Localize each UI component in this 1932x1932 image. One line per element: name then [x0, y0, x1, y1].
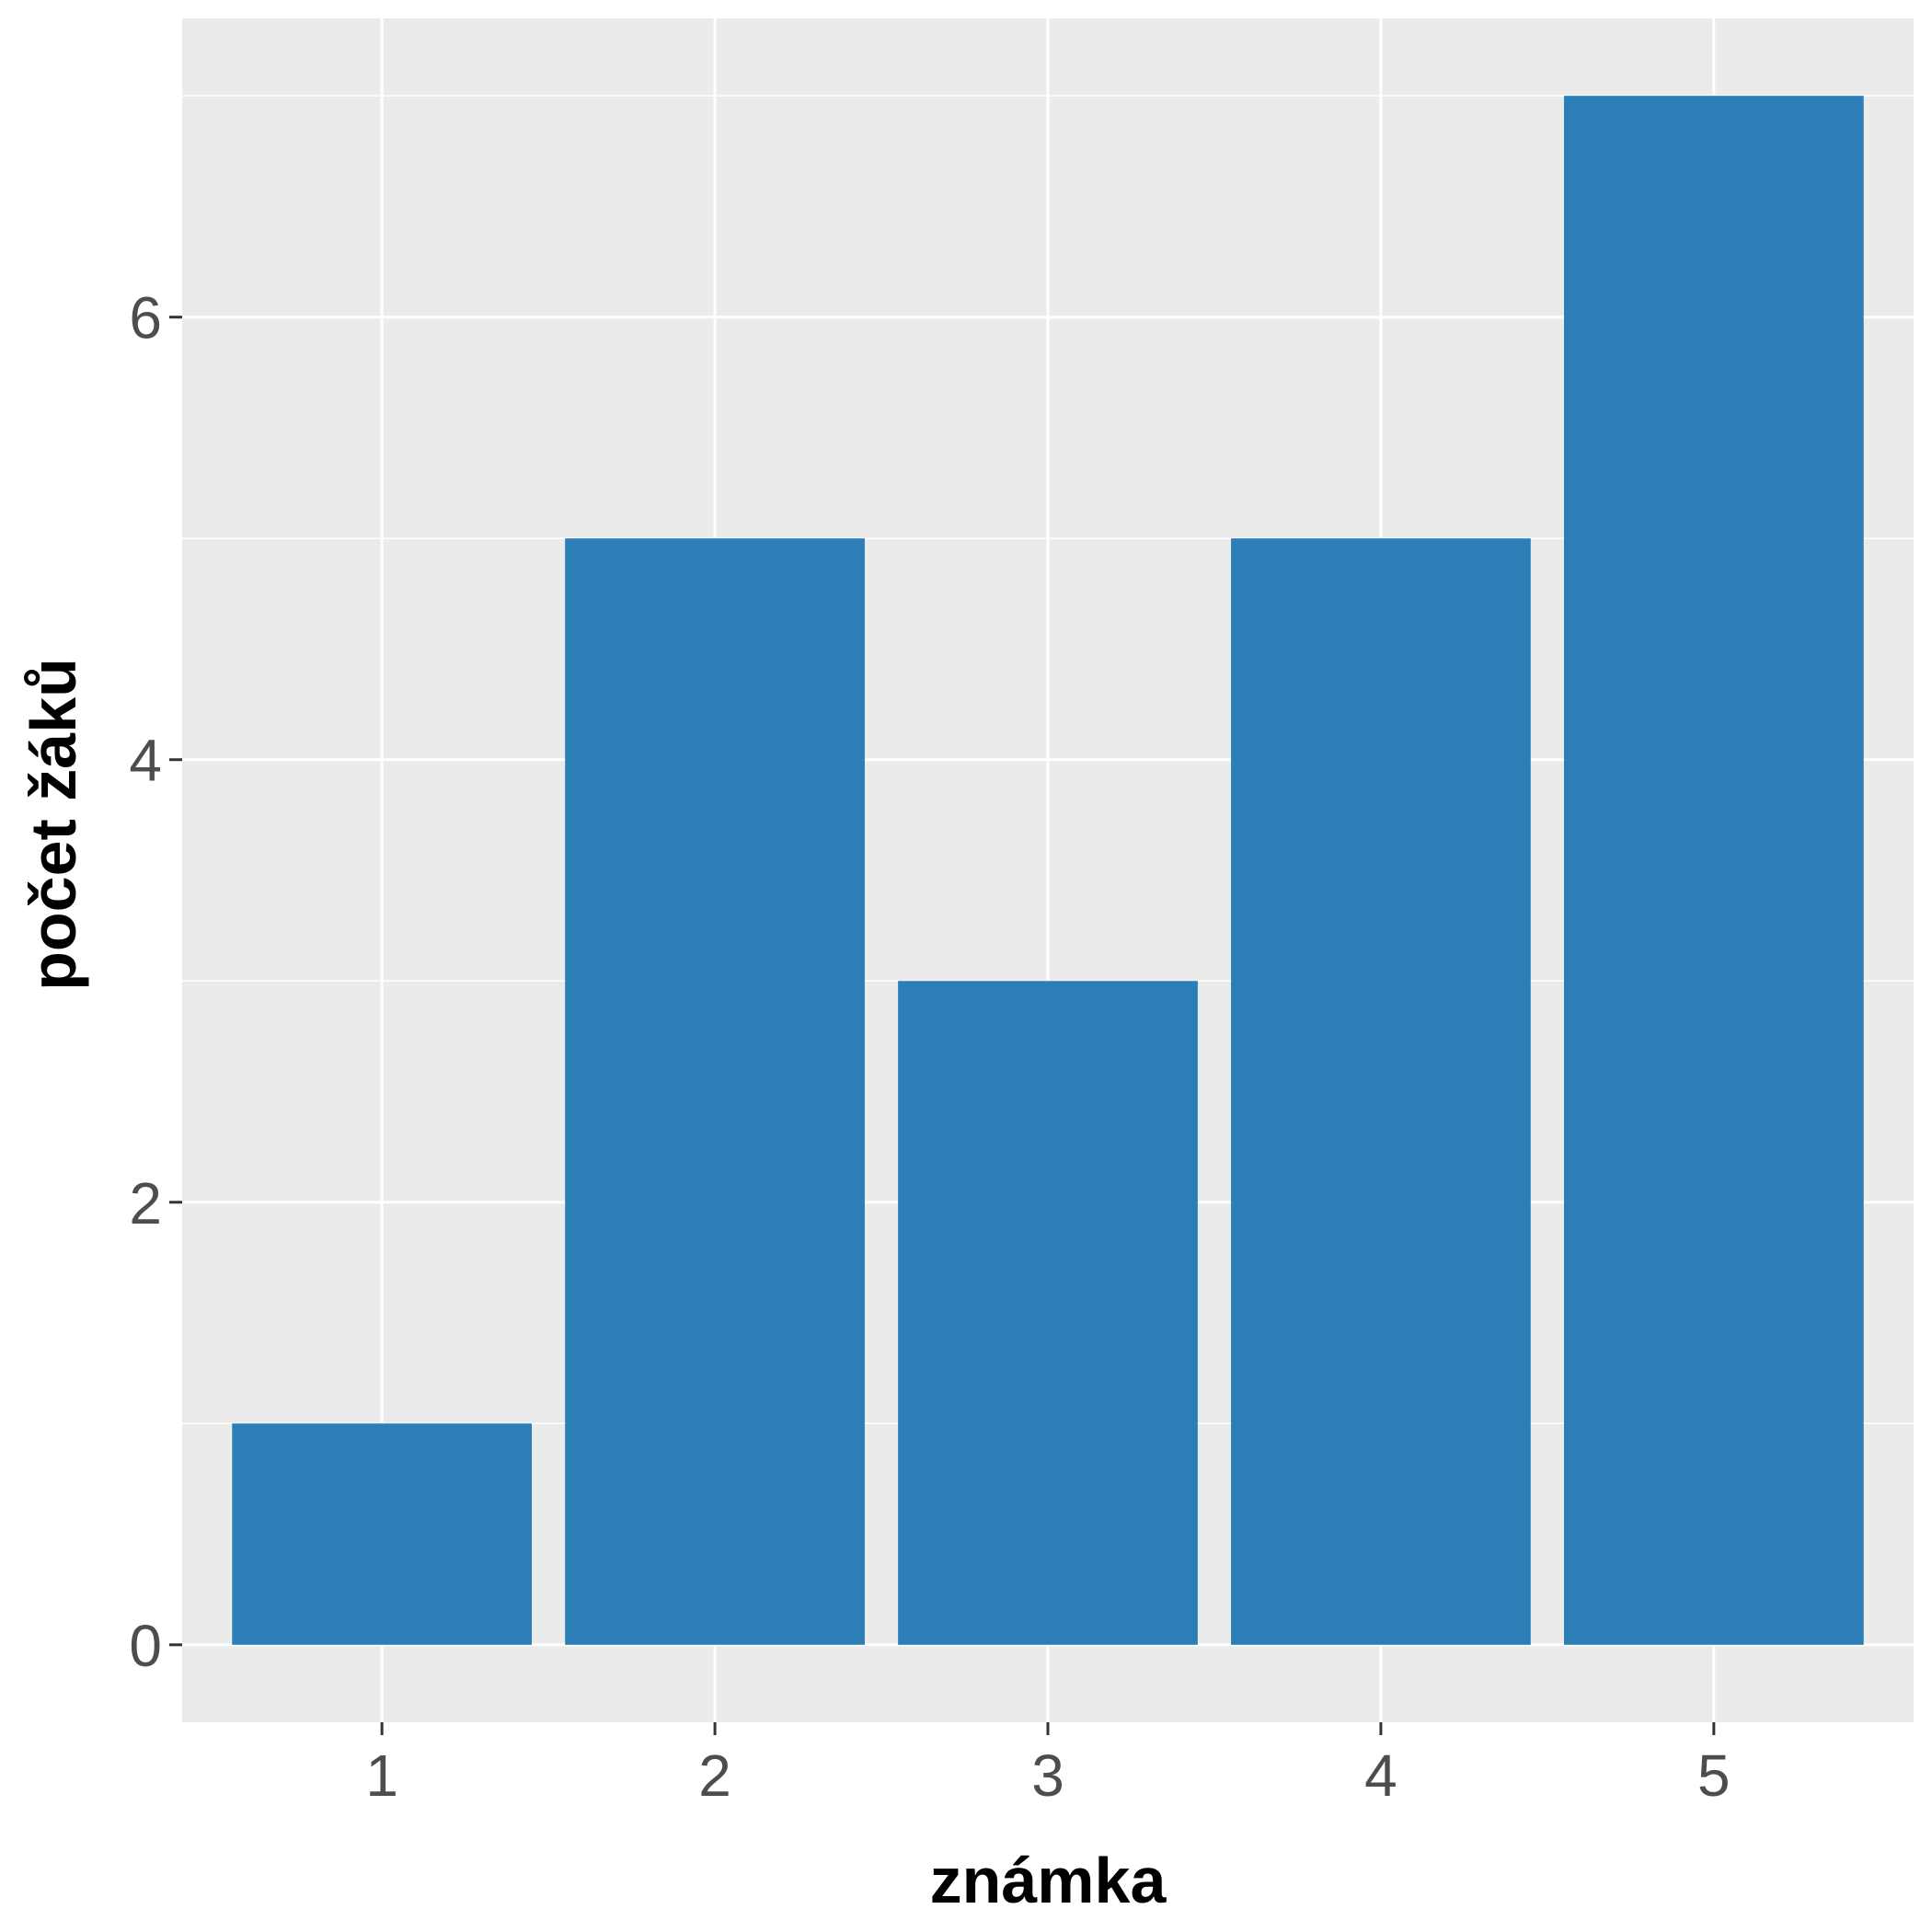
bar-2: [565, 538, 865, 1645]
x-tick-label: 2: [698, 1742, 731, 1809]
x-tick-label: 1: [365, 1742, 398, 1809]
bar-5: [1563, 96, 1864, 1645]
y-axis-title: počet žáků: [17, 658, 89, 991]
x-axis-title: známka: [930, 1845, 1167, 1916]
x-tick-label: 3: [1031, 1742, 1064, 1809]
y-tick-label: 4: [129, 728, 162, 794]
axis-layer: 0 2 4 6 1 2 3 4 5: [129, 285, 1730, 1809]
bars-layer: [232, 96, 1864, 1645]
y-tick-label: 6: [129, 285, 162, 351]
y-tick-label: 2: [129, 1170, 162, 1236]
bar-3: [898, 981, 1198, 1645]
x-tick-label: 4: [1364, 1742, 1397, 1809]
bar-4: [1231, 538, 1531, 1645]
y-tick-label: 0: [129, 1613, 162, 1679]
x-tick-label: 5: [1697, 1742, 1731, 1809]
bar-1: [232, 1423, 533, 1645]
